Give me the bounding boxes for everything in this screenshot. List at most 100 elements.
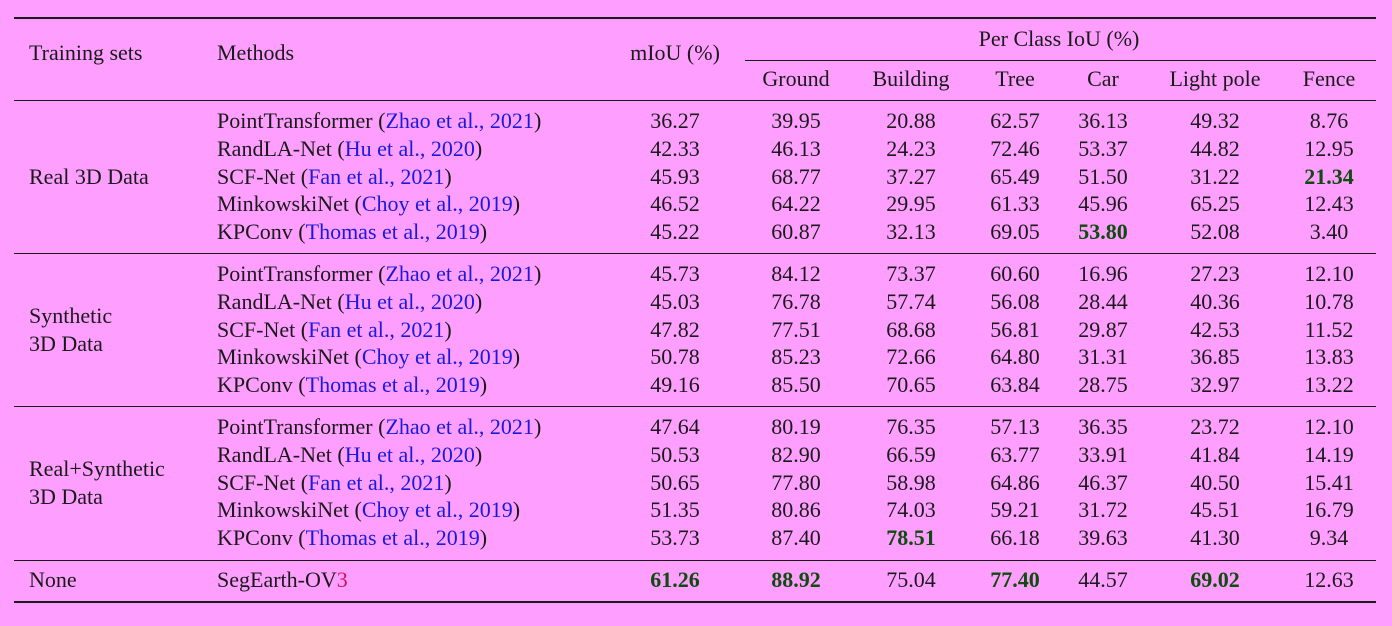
method-cell: PointTransformer (Zhao et al., 2021) — [217, 413, 541, 441]
class-iou-value: 70.65 — [886, 372, 936, 398]
citation-open: ( — [298, 372, 306, 398]
method-name: MinkowskiNet — [217, 497, 349, 523]
class-iou-value: 76.35 — [886, 414, 936, 439]
citation-link[interactable]: Hu et al., 2020 — [344, 135, 475, 161]
method-cell: MinkowskiNet (Choy et al., 2019) — [217, 190, 520, 218]
citation-link[interactable]: Choy et al., 2019 — [361, 344, 513, 370]
class-iou-value: 12.95 — [1304, 135, 1354, 161]
citation-close: ) — [512, 344, 521, 370]
class-iou-value: 21.34 — [1304, 163, 1354, 189]
method-cell: MinkowskiNet (Choy et al., 2019) — [217, 496, 520, 524]
group-divider-1 — [14, 253, 1376, 254]
citation-close: ) — [474, 135, 483, 161]
citation-link[interactable]: Choy et al., 2019 — [361, 191, 513, 217]
class-iou-value: 12.43 — [1304, 191, 1354, 217]
method-cell: KPConv (Thomas et al., 2019) — [217, 524, 487, 552]
citation-close: ) — [533, 414, 542, 439]
class-iou-value: 88.92 — [771, 567, 821, 592]
class-iou-value: 78.51 — [886, 525, 936, 551]
citation-close: ) — [479, 219, 488, 245]
class-iou-value: 49.32 — [1190, 108, 1240, 133]
class-iou-value: 68.77 — [771, 163, 821, 189]
miou-value: 49.16 — [650, 372, 700, 398]
citation-link[interactable]: Thomas et al., 2019 — [305, 372, 480, 398]
class-iou-value: 41.84 — [1190, 441, 1240, 467]
class-iou-value: 56.81 — [990, 316, 1040, 342]
class-iou-value: 15.41 — [1304, 469, 1354, 495]
method-cell: PointTransformer (Zhao et al., 2021) — [217, 260, 541, 288]
citation-link[interactable]: Fan et al., 2021 — [308, 316, 445, 342]
citation-link[interactable]: Hu et al., 2020 — [344, 288, 475, 314]
header-bottom-rule — [14, 100, 1376, 101]
citation-open: ( — [337, 441, 345, 467]
class-iou-value: 13.83 — [1304, 344, 1354, 370]
method-cell: RandLA-Net (Hu et al., 2020) — [217, 288, 482, 316]
class-iou-value: 41.30 — [1190, 525, 1240, 551]
method-name: SCF-Net — [217, 469, 296, 495]
class-iou-value: 37.27 — [886, 163, 936, 189]
group-label: Synthetic 3D Data — [29, 302, 112, 358]
miou-value: 50.65 — [650, 469, 700, 495]
class-iou-value: 3.40 — [1309, 219, 1349, 245]
citation-close: ) — [512, 497, 521, 523]
class-iou-value: 75.04 — [886, 567, 936, 592]
group-label: Real+Synthetic 3D Data — [29, 455, 165, 511]
citation-link[interactable]: Thomas et al., 2019 — [305, 525, 480, 551]
citation-open: ( — [300, 316, 309, 342]
method-name: PointTransformer — [217, 261, 373, 286]
method-cell: RandLA-Net (Hu et al., 2020) — [217, 135, 482, 163]
class-iou-value: 23.72 — [1190, 414, 1240, 439]
class-iou-value: 36.35 — [1078, 414, 1128, 439]
group-label-line: Real 3D Data — [29, 163, 149, 189]
method-cell: PointTransformer (Zhao et al., 2021) — [217, 107, 541, 135]
class-iou-value: 36.13 — [1078, 108, 1128, 133]
citation-link[interactable]: Zhao et al., 2021 — [385, 414, 534, 439]
method-cell: SegEarth-OV3 — [217, 566, 348, 594]
header-methods: Methods — [217, 40, 294, 65]
class-iou-value: 44.57 — [1078, 567, 1128, 592]
class-iou-value: 72.46 — [990, 135, 1040, 161]
citation-open: ( — [378, 108, 386, 133]
miou-value: 61.26 — [650, 567, 700, 592]
method-cell: KPConv (Thomas et al., 2019) — [217, 371, 487, 399]
citation-link[interactable]: Choy et al., 2019 — [361, 497, 513, 523]
header-class-ground: Ground — [762, 66, 830, 91]
citation-link[interactable]: Fan et al., 2021 — [308, 163, 445, 189]
citation-link[interactable]: Zhao et al., 2021 — [385, 108, 534, 133]
class-iou-value: 12.10 — [1304, 261, 1354, 286]
citation-close: ) — [474, 288, 483, 314]
class-iou-value: 36.85 — [1190, 344, 1240, 370]
citation-close: ) — [479, 372, 488, 398]
miou-value: 50.78 — [650, 344, 700, 370]
citation-open: ( — [354, 191, 362, 217]
group-label-line: 3D Data — [29, 330, 103, 356]
group-label: Real 3D Data — [29, 163, 149, 191]
miou-value: 45.93 — [650, 163, 700, 189]
citation-link[interactable]: Hu et al., 2020 — [344, 441, 475, 467]
method-name: KPConv — [217, 525, 293, 551]
class-iou-value: 8.76 — [1309, 108, 1349, 133]
class-iou-value: 77.80 — [771, 469, 821, 495]
class-iou-value: 60.60 — [990, 261, 1040, 286]
header-class-fence: Fence — [1302, 66, 1356, 91]
header-miou: mIoU (%) — [630, 40, 720, 65]
citation-link[interactable]: Zhao et al., 2021 — [385, 261, 534, 286]
class-iou-value: 65.25 — [1190, 191, 1240, 217]
class-iou-value: 56.08 — [990, 288, 1040, 314]
class-iou-value: 60.87 — [771, 219, 821, 245]
class-iou-value: 76.78 — [771, 288, 821, 314]
class-iou-value: 40.50 — [1190, 469, 1240, 495]
class-iou-value: 63.84 — [990, 372, 1040, 398]
miou-value: 51.35 — [650, 497, 700, 523]
miou-value: 53.73 — [650, 525, 700, 551]
class-iou-value: 66.18 — [990, 525, 1040, 551]
citation-open: ( — [378, 261, 386, 286]
class-iou-value: 28.44 — [1078, 288, 1128, 314]
citation-link[interactable]: Fan et al., 2021 — [308, 469, 445, 495]
miou-value: 47.82 — [650, 316, 700, 342]
method-name: MinkowskiNet — [217, 191, 349, 217]
citation-link[interactable]: Thomas et al., 2019 — [305, 219, 480, 245]
class-iou-value: 42.53 — [1190, 316, 1240, 342]
citation-open: ( — [298, 525, 306, 551]
class-iou-value: 45.51 — [1190, 497, 1240, 523]
